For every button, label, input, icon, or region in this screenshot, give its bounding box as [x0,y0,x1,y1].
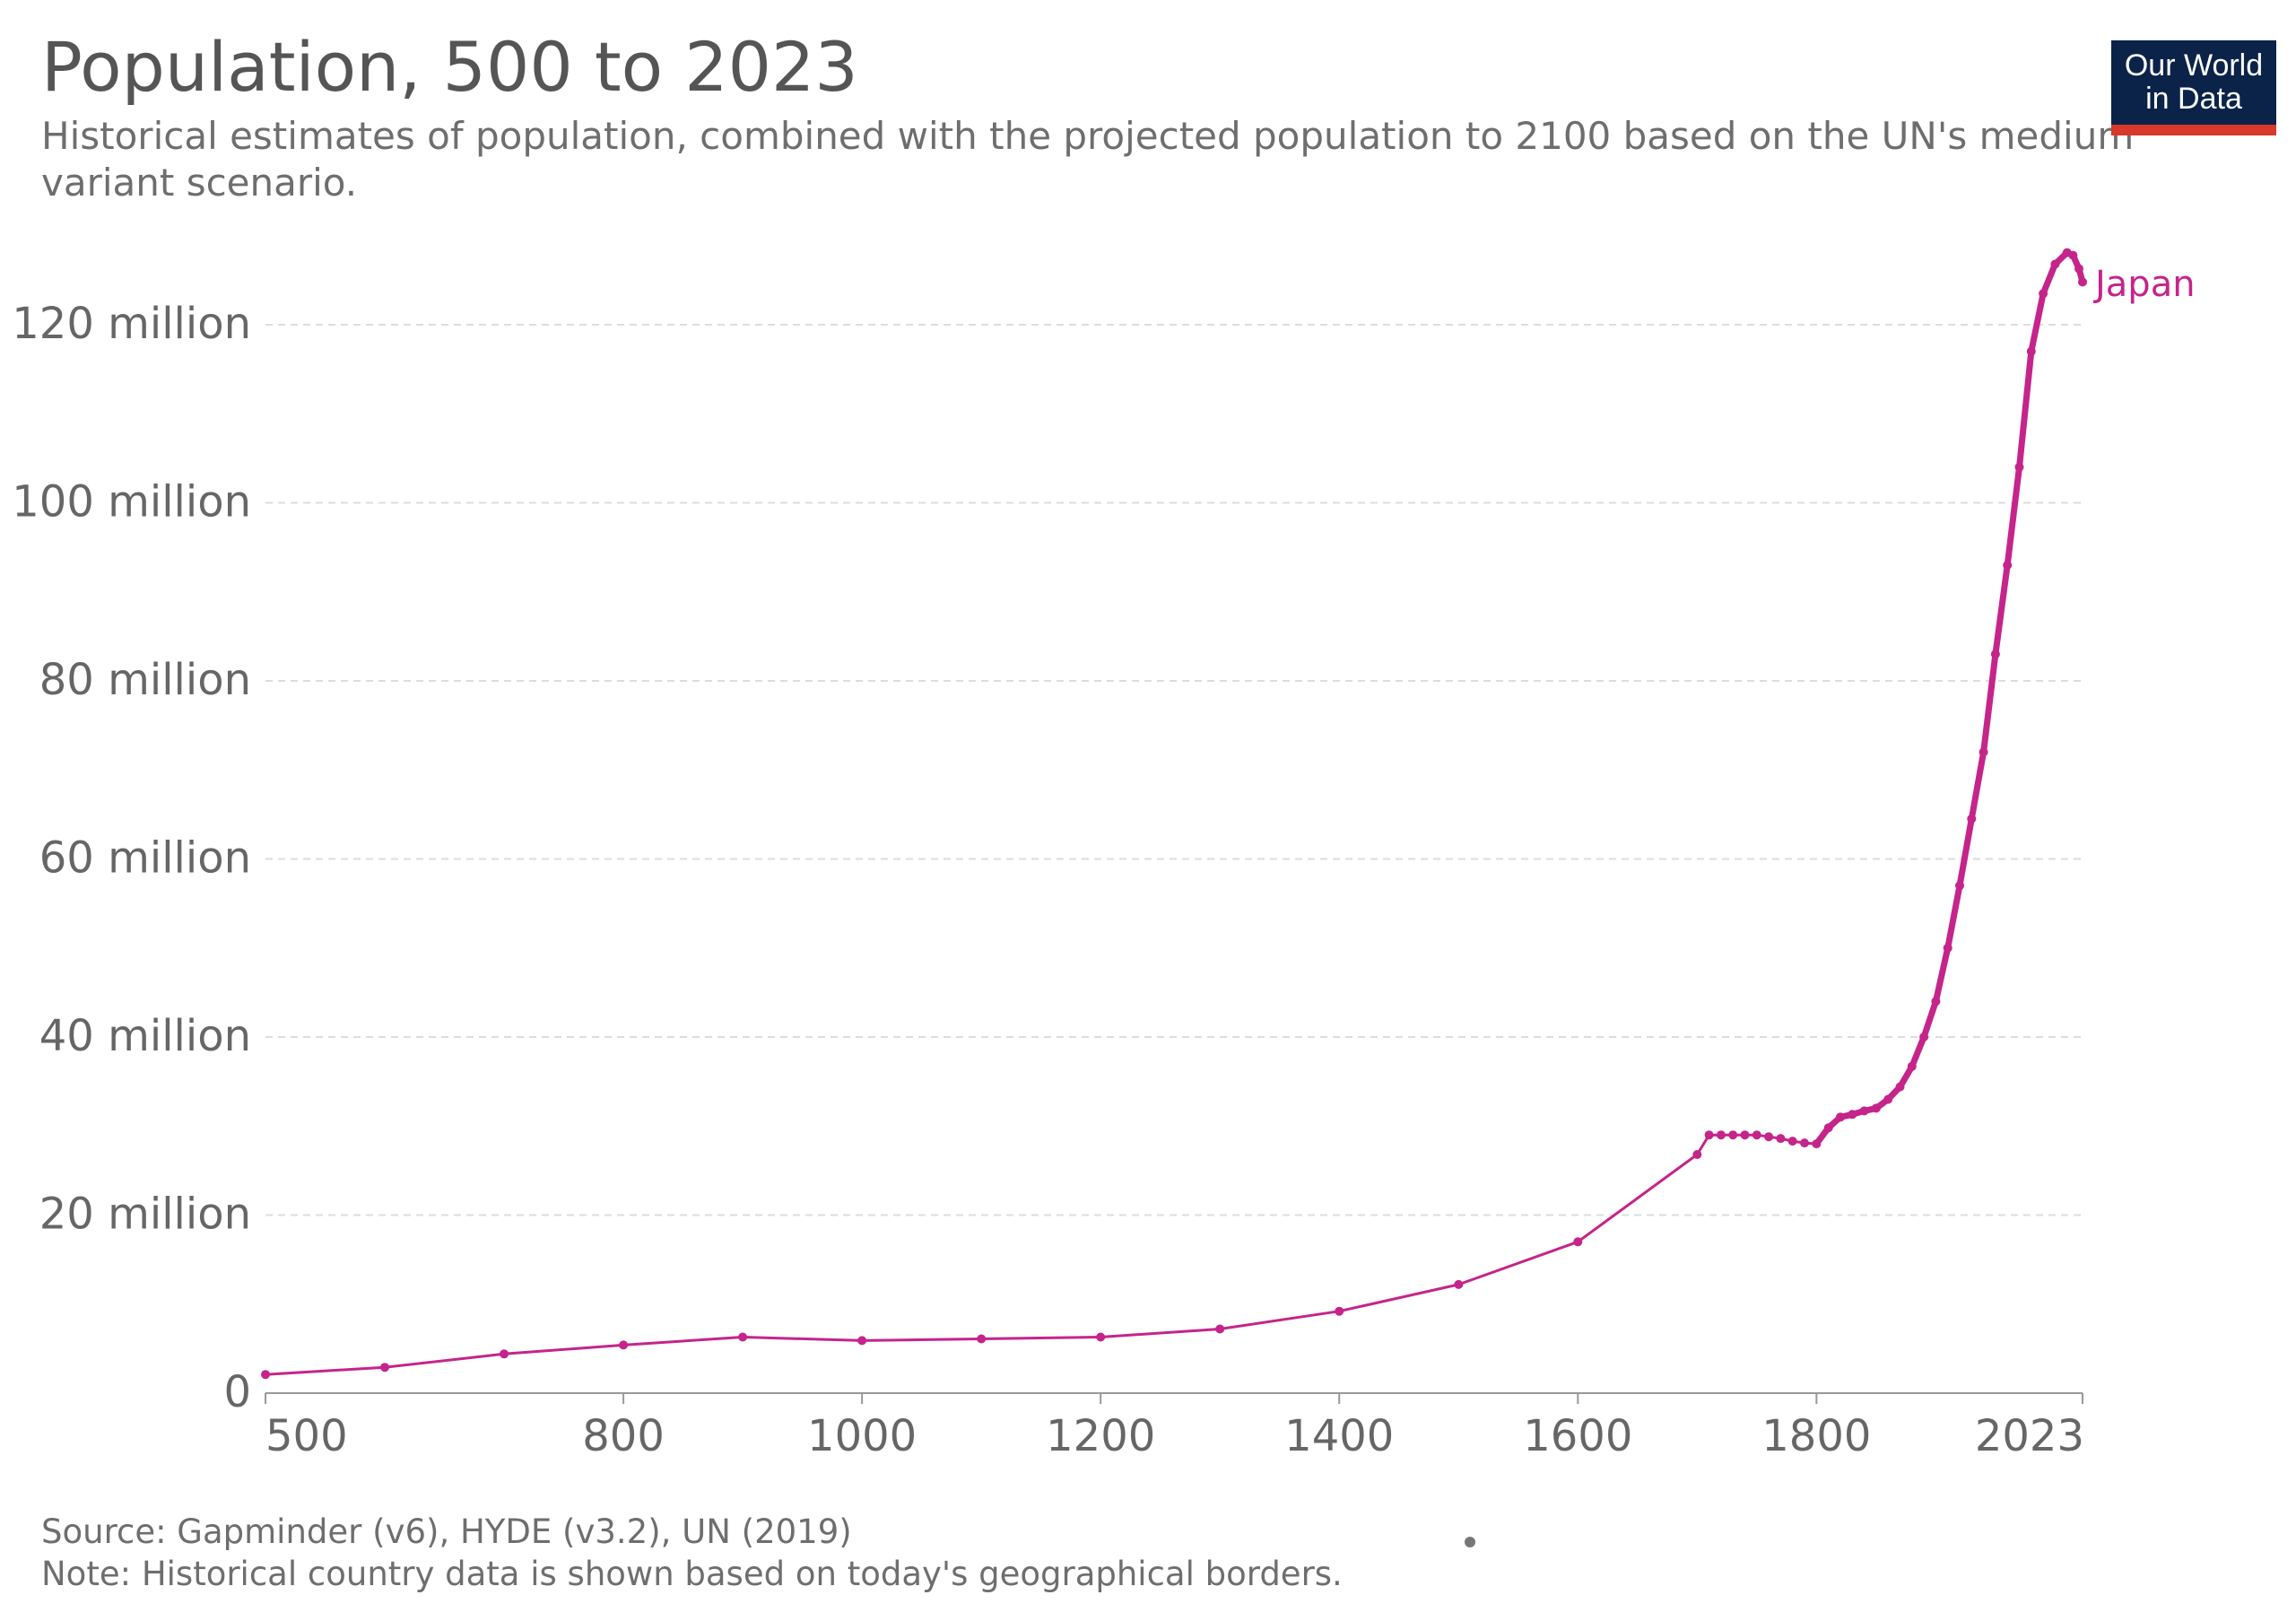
y-tick-label: 100 million [12,477,251,527]
data-point[interactable] [1836,1112,1845,1122]
data-point[interactable] [619,1340,629,1350]
data-point[interactable] [380,1363,389,1373]
data-point[interactable] [1573,1237,1583,1247]
data-point[interactable] [1907,1061,1917,1071]
y-tick-label: 0 [223,1367,251,1417]
x-tick-label: 1000 [807,1411,917,1461]
x-tick-label: 800 [582,1411,665,1461]
label-layer: 0 20 million 40 million 60 million 80 millio… [12,264,2196,1547]
chart-title: Population, 500 to 2023 [41,27,858,107]
data-point[interactable] [1335,1306,1344,1316]
y-tick-label: 60 million [39,833,251,884]
data-point[interactable] [2003,561,2013,570]
series-layer [261,248,2087,1380]
data-point[interactable] [1787,1137,1797,1146]
data-point[interactable] [2014,462,2024,472]
x-tick-label: 2023 [1975,1411,2084,1461]
data-point[interactable] [1919,1033,1929,1041]
data-point[interactable] [1990,649,2000,659]
chart-footer: Source: Gapminder (v6), HYDE (v3.2), UN … [41,1511,1343,1595]
data-point[interactable] [738,1332,748,1342]
x-tick-label: 1600 [1523,1411,1632,1461]
data-point[interactable] [2039,289,2048,299]
data-point[interactable] [1931,997,1941,1007]
chart-subtitle: Historical estimates of population, comb… [41,114,2135,205]
data-point[interactable] [1967,814,1977,824]
data-point[interactable] [1848,1110,1857,1120]
data-point[interactable] [857,1336,867,1346]
data-point[interactable] [1728,1130,1738,1140]
data-point[interactable] [1096,1332,1106,1342]
note-text: Note: Historical country data is shown b… [41,1555,1343,1593]
data-point[interactable] [1215,1324,1225,1334]
data-point[interactable] [1704,1130,1714,1140]
data-point[interactable] [1800,1138,1809,1148]
x-tick-label: 1400 [1284,1411,1394,1461]
data-point[interactable] [1871,1103,1881,1113]
owid-logo[interactable]: Our World in Data [2111,40,2276,135]
data-point[interactable] [1979,747,1988,757]
series-line-japan[interactable] [265,251,2084,1376]
data-point[interactable] [1943,943,1952,953]
y-tick-label: 120 million [12,299,251,349]
x-tick-label: 500 [265,1411,348,1461]
data-point[interactable] [2068,250,2078,260]
y-tick-label: 20 million [39,1190,251,1240]
data-point[interactable] [1692,1150,1702,1159]
data-point[interactable] [1764,1132,1774,1142]
data-point[interactable] [2074,264,2083,274]
data-point[interactable] [1859,1106,1869,1116]
data-point[interactable] [1823,1123,1833,1133]
data-point[interactable] [2078,277,2087,287]
data-point[interactable] [500,1349,509,1359]
data-point[interactable] [1812,1139,1822,1149]
data-point[interactable] [1883,1094,1893,1104]
logo-accent-bar [2111,125,2276,135]
source-text[interactable]: Source: Gapminder (v6), HYDE (v3.2), UN … [41,1512,852,1551]
logo-line-2: in Data [2145,82,2242,116]
data-point[interactable] [977,1334,987,1344]
x-tick-label: 1800 [1761,1411,1871,1461]
series-line-dense-segment [1813,249,2086,1147]
footer-dot [1465,1537,1475,1547]
series-label-japan[interactable]: Japan [2092,264,2196,305]
y-tick-label: 80 million [39,655,251,705]
logo-line-1: Our World [2124,48,2264,83]
x-tick-label: 1200 [1046,1411,1155,1461]
data-point[interactable] [2050,259,2060,269]
data-point[interactable] [1740,1130,1750,1140]
axis-layer [265,1392,2083,1404]
data-point[interactable] [1776,1134,1786,1144]
data-point[interactable] [1895,1082,1905,1092]
data-point[interactable] [261,1370,270,1380]
data-point[interactable] [1955,881,1964,891]
data-point[interactable] [1752,1130,1761,1140]
data-point[interactable] [1716,1130,1726,1140]
data-point[interactable] [1454,1279,1464,1289]
grid-layer [265,324,2083,1216]
y-tick-label: 40 million [39,1011,251,1061]
data-point[interactable] [2026,346,2036,356]
